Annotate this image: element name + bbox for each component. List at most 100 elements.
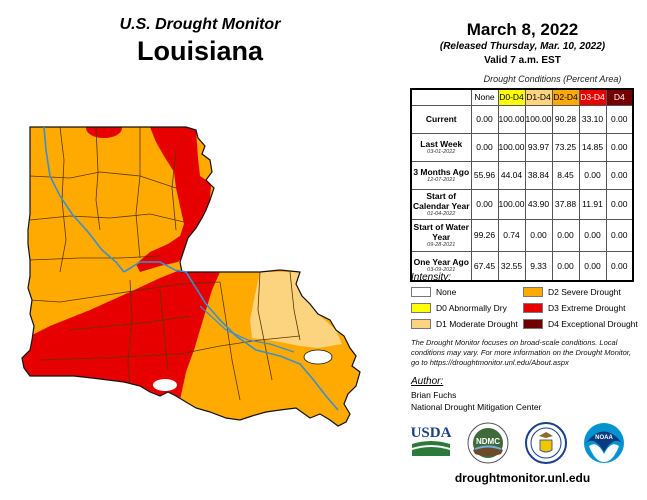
legend-label: D3 Extreme Drought xyxy=(548,303,626,313)
cell-value: 0.00 xyxy=(605,104,634,134)
row-label-text: One Year Ago xyxy=(413,257,469,268)
legend-label: D2 Severe Drought xyxy=(548,287,621,297)
cell-value: 100.00 xyxy=(497,104,526,134)
cell-value: 0.00 xyxy=(605,132,634,162)
cell-value: 100.00 xyxy=(524,104,553,134)
legend-item-none: None xyxy=(411,287,456,297)
swatch-d4 xyxy=(523,319,543,329)
cell-value: 33.10 xyxy=(578,104,607,134)
cell-value: 0.00 xyxy=(524,218,553,252)
legend-item-d4: D4 Exceptional Drought xyxy=(523,319,638,329)
website-url[interactable]: droughtmonitor.unl.edu xyxy=(454,471,591,485)
row-date: 03-01-2022 xyxy=(427,148,456,155)
d3-region-north-blob xyxy=(86,127,122,138)
cell-value: 100.00 xyxy=(497,132,526,162)
swatch-d1 xyxy=(411,319,431,329)
table-row: Start of Water Year 09-28-2021 99.26 0.74 0.… xyxy=(410,218,634,252)
table-row: 3 Months Ago 12-07-2021 55.96 44.04 38.84 8.4… xyxy=(410,160,634,190)
state-title: Louisiana xyxy=(136,36,264,66)
intensity-title: Intensity: xyxy=(411,272,452,283)
state-outline xyxy=(21,126,361,427)
legend-item-d3: D3 Extreme Drought xyxy=(523,303,625,313)
atchafalaya-river-icon xyxy=(199,305,295,353)
parish-borders xyxy=(29,127,301,401)
cell-value: 55.96 xyxy=(470,160,499,190)
swatch-d0 xyxy=(411,303,431,313)
cell-value: 9.33 xyxy=(524,250,553,282)
cell-value: 73.25 xyxy=(551,132,580,162)
lake-icon xyxy=(153,379,177,391)
col-none: None xyxy=(470,88,499,106)
cell-value: 0.00 xyxy=(470,104,499,134)
valid-time: Valid 7 a.m. EST xyxy=(484,55,561,66)
row-label: One Year Ago 03-09-2021 xyxy=(410,250,472,282)
row-label: Current xyxy=(410,104,472,134)
cell-value: 0.00 xyxy=(605,218,634,252)
red-river-icon xyxy=(43,126,125,273)
disclaimer-note: The Drought Monitor focuses on broad-sca… xyxy=(411,338,631,367)
lake-pontchartrain-icon xyxy=(303,349,333,365)
row-date: 12-07-2021 xyxy=(427,176,456,183)
drought-conditions-table: None D0-D4 D1-D4 D2-D4 D3-D4 D4 Current 0… xyxy=(410,88,634,282)
row-label: Start of Calendar Year 01-04-2022 xyxy=(410,188,472,220)
legend-item-d1: D1 Moderate Drought xyxy=(411,319,518,329)
ndmc-logo-icon: NDMC xyxy=(467,422,509,464)
header-blank xyxy=(410,88,472,106)
col-d1-d4: D1-D4 xyxy=(524,88,553,106)
cell-value: 32.55 xyxy=(497,250,526,282)
svg-text:USDA: USDA xyxy=(411,425,452,441)
table-row: Current 0.00 100.00 100.00 90.28 33.10 0.00 xyxy=(410,104,634,134)
author-name: Brian Fuchs xyxy=(411,390,457,400)
cell-value: 0.74 xyxy=(497,218,526,252)
cell-value: 100.00 xyxy=(497,188,526,220)
row-label: Start of Water Year 09-28-2021 xyxy=(410,218,472,252)
legend-label: D4 Exceptional Drought xyxy=(548,319,638,329)
table-row: One Year Ago 03-09-2021 67.45 32.55 9.33 0.00… xyxy=(410,250,634,282)
row-label-text: Start of Calendar Year xyxy=(412,190,470,211)
louisiana-drought-map xyxy=(21,126,361,427)
cell-value: 0.00 xyxy=(605,160,634,190)
cell-value: 0.00 xyxy=(605,250,634,282)
row-date: 03-09-2021 xyxy=(427,267,456,274)
mississippi-river-icon xyxy=(123,261,339,411)
svg-text:NOAA: NOAA xyxy=(595,435,613,441)
cell-value: 38.84 xyxy=(524,160,553,190)
cell-value: 0.00 xyxy=(578,218,607,252)
row-label-text: 3 Months Ago xyxy=(413,166,470,177)
table-row: Last Week 03-01-2022 0.00 100.00 93.97 73.25 1… xyxy=(410,132,634,162)
row-date: 09-28-2021 xyxy=(427,241,456,248)
table-header-row: None D0-D4 D1-D4 D2-D4 D3-D4 D4 xyxy=(410,88,634,106)
row-label: Last Week 03-01-2022 xyxy=(410,132,472,162)
swatch-d3 xyxy=(523,303,543,313)
cell-value: 37.88 xyxy=(551,188,580,220)
svg-text:NDMC: NDMC xyxy=(476,437,500,446)
cell-value: 93.97 xyxy=(524,132,553,162)
legend-item-d2: D2 Severe Drought xyxy=(523,287,621,297)
col-d4: D4 xyxy=(605,88,634,106)
map-subtitle: U.S. Drought Monitor xyxy=(119,16,281,33)
doc-seal-icon xyxy=(525,422,567,464)
col-d2-d4: D2-D4 xyxy=(551,88,580,106)
cell-value: 0.00 xyxy=(578,250,607,282)
cell-value: 44.04 xyxy=(497,160,526,190)
legend-label: D0 Abnormally Dry xyxy=(436,303,507,313)
usda-logo-icon: USDA xyxy=(411,425,452,456)
cell-value: 8.45 xyxy=(551,160,580,190)
row-date: 01-04-2022 xyxy=(427,210,456,217)
author-org: National Drought Mitigation Center xyxy=(411,402,542,412)
cell-value: 0.00 xyxy=(470,188,499,220)
cell-value: 43.90 xyxy=(524,188,553,220)
cell-value: 67.45 xyxy=(470,250,499,282)
cell-value: 0.00 xyxy=(551,250,580,282)
legend-item-d0: D0 Abnormally Dry xyxy=(411,303,507,313)
cell-value: 90.28 xyxy=(551,104,580,134)
cell-value: 0.00 xyxy=(470,132,499,162)
map-date: March 8, 2022 xyxy=(466,20,579,39)
partner-logos: USDA NDMC NOAA xyxy=(405,422,640,466)
release-date: (Released Thursday, Mar. 10, 2022) xyxy=(439,41,606,52)
col-d3-d4: D3-D4 xyxy=(578,88,607,106)
cell-value: 0.00 xyxy=(551,218,580,252)
noaa-logo-icon: NOAA xyxy=(584,423,624,463)
swatch-d2 xyxy=(523,287,543,297)
col-d0-d4: D0-D4 xyxy=(497,88,526,106)
